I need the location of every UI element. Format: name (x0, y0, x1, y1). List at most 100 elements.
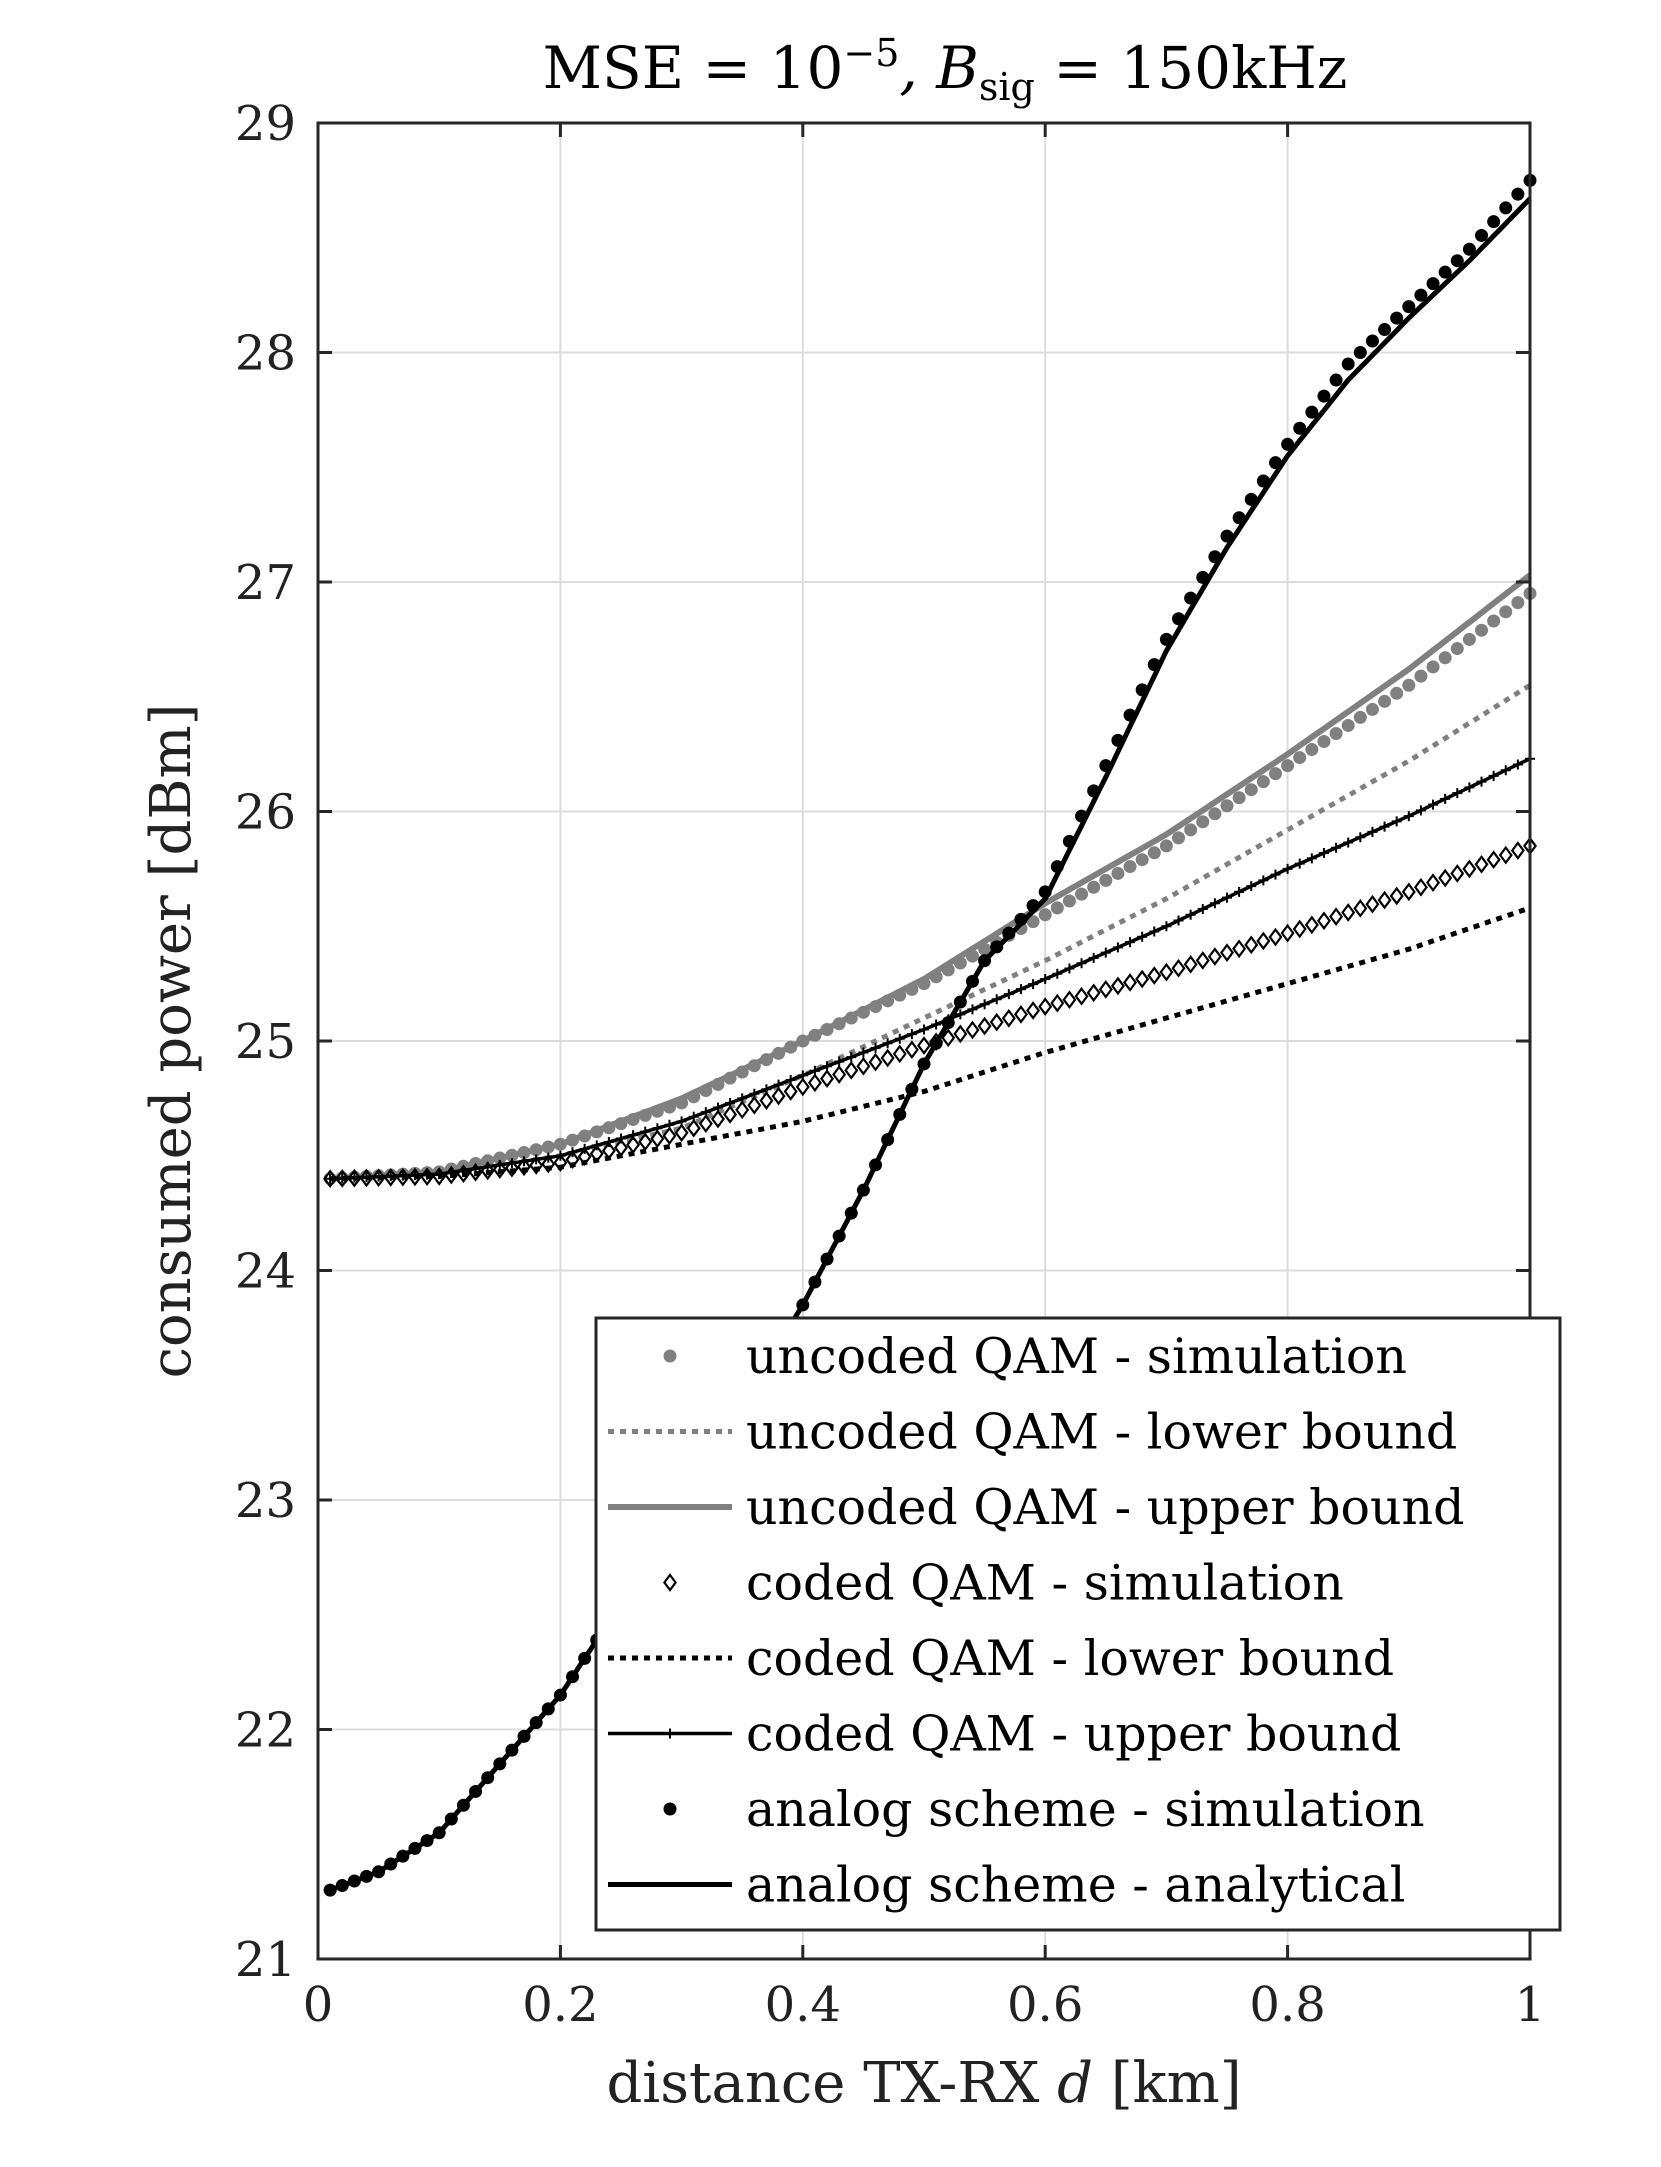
coded-qam-upper-bound-point (434, 1169, 445, 1180)
analog-scheme-simulation-point (1317, 389, 1331, 403)
x-tick-label: 1 (1515, 1977, 1546, 2033)
coded-qam-simulation-point (1001, 1008, 1016, 1028)
coded-qam-upper-bound-point (749, 1088, 760, 1099)
analog-scheme-simulation-point (1365, 334, 1379, 348)
coded-qam-simulation-point (747, 1095, 762, 1115)
coded-qam-upper-bound-point (470, 1163, 481, 1174)
uncoded-qam-lower-bound-line (329, 683, 1532, 1182)
y-tick-label: 26 (235, 785, 296, 841)
coded-qam-upper-bound-point (846, 1052, 857, 1063)
coded-qam-simulation-point (686, 1118, 701, 1138)
legend-label: coded QAM - upper bound (746, 1706, 1401, 1763)
coded-qam-simulation-point (1183, 955, 1198, 974)
uncoded-qam-simulation-point (1268, 767, 1282, 781)
coded-qam-upper-bound-point (1403, 811, 1414, 822)
analog-scheme-analytical-line (329, 196, 1532, 1893)
coded-qam-simulation-point (1098, 980, 1113, 999)
coded-qam-simulation-point (723, 1105, 738, 1124)
coded-qam-simulation-point (1135, 969, 1150, 989)
coded-qam-simulation-point (698, 1114, 713, 1133)
coded-qam-upper-bound-point (1318, 848, 1329, 859)
coded-qam-simulation-point (1510, 841, 1525, 860)
coded-qam-upper-bound-point (616, 1133, 626, 1144)
coded-qam-upper-bound-point (1464, 782, 1475, 793)
coded-qam-simulation-point (1474, 854, 1489, 874)
x-tick-label: 0.4 (765, 1977, 841, 2033)
uncoded-qam-simulation-point (1062, 894, 1076, 908)
coded-qam-upper-bound-point (506, 1158, 517, 1169)
uncoded-qam-simulation-point (1365, 702, 1379, 716)
coded-qam-upper-bound-point (834, 1056, 845, 1067)
uncoded-qam-simulation-point (1111, 866, 1125, 880)
uncoded-qam-simulation-point (1244, 783, 1258, 797)
analog-scheme-simulation-point (1438, 265, 1452, 279)
coded-qam-upper-bound-point (931, 1019, 942, 1030)
uncoded-qam-simulation-point (1305, 743, 1319, 757)
analog-scheme-simulation-point (1329, 373, 1343, 387)
coded-qam-simulation-point (1353, 899, 1368, 918)
coded-qam-upper-bound-point (543, 1152, 554, 1163)
y-tick-label: 25 (235, 1014, 296, 1070)
coded-qam-simulation-point (807, 1073, 822, 1093)
uncoded-qam-simulation-point (1159, 839, 1173, 853)
coded-qam-upper-bound-point (1209, 898, 1220, 909)
y-tick-label: 28 (235, 326, 296, 382)
coded-qam-upper-bound-point (385, 1171, 396, 1182)
coded-qam-upper-bound-line (330, 757, 1531, 1181)
coded-qam-simulation-point (674, 1123, 689, 1143)
coded-qam-simulation-point (662, 1126, 677, 1146)
uncoded-qam-simulation-point (1329, 726, 1343, 740)
uncoded-qam-simulation-point (1402, 678, 1416, 692)
coded-qam-upper-bound-point (567, 1147, 578, 1158)
x-tick-label: 0.8 (1249, 1977, 1325, 2033)
coded-qam-upper-bound-point (822, 1061, 833, 1072)
coded-qam-upper-bound-point (1415, 805, 1426, 816)
uncoded-qam-simulation-point (1511, 596, 1525, 610)
coded-qam-simulation-point (553, 1153, 568, 1172)
coded-qam-simulation-point (1244, 935, 1259, 955)
coded-qam-simulation-point (1038, 997, 1053, 1016)
coded-qam-upper-bound-point (991, 994, 1002, 1005)
analog-scheme-simulation-point (1475, 228, 1489, 242)
coded-qam-upper-bound-point (1452, 788, 1463, 799)
coded-qam-simulation-point (1147, 966, 1162, 985)
uncoded-qam-simulation-point (1147, 846, 1161, 860)
coded-qam-upper-bound-point (1125, 937, 1136, 948)
uncoded-qam-simulation-point (1172, 831, 1186, 845)
coded-qam-upper-bound-point (422, 1169, 433, 1180)
uncoded-qam-simulation-point (1099, 873, 1113, 887)
coded-qam-upper-bound-point (1246, 881, 1257, 892)
coded-qam-simulation-point (1050, 993, 1065, 1013)
uncoded-qam-simulation-point (1123, 860, 1137, 874)
coded-qam-simulation-point (1220, 943, 1235, 962)
uncoded-qam-simulation-point (1462, 632, 1476, 646)
series-coded-qam-upper-bound (325, 753, 1535, 1184)
coded-qam-simulation-point (917, 1036, 931, 1055)
uncoded-qam-simulation-point (1378, 694, 1392, 708)
coded-qam-simulation-point (1365, 894, 1380, 914)
coded-qam-upper-bound-point (1331, 842, 1342, 853)
legend-label: uncoded QAM - upper bound (746, 1479, 1464, 1536)
coded-qam-upper-bound-point (494, 1159, 505, 1170)
series-uncoded-qam-upper-bound (329, 572, 1532, 1182)
coded-qam-upper-bound-point (652, 1123, 663, 1134)
coded-qam-upper-bound-point (809, 1065, 820, 1076)
legend: uncoded QAM - simulation uncoded QAM - lo… (594, 1316, 1562, 1932)
coded-qam-upper-bound-point (325, 1173, 336, 1184)
coded-qam-simulation-point (759, 1091, 774, 1111)
legend-coded-qam-simulation-point (663, 1573, 677, 1592)
coded-qam-simulation-point (1426, 873, 1441, 892)
coded-qam-upper-bound-point (1306, 853, 1317, 864)
coded-qam-simulation-point (820, 1069, 835, 1088)
coded-qam-simulation-point (735, 1100, 750, 1120)
coded-qam-simulation-point (529, 1156, 544, 1175)
legend-label: analog scheme - simulation (746, 1781, 1425, 1838)
coded-qam-upper-bound-point (446, 1167, 457, 1178)
coded-qam-upper-bound-point (397, 1170, 408, 1181)
coded-qam-upper-bound-point (858, 1047, 869, 1058)
coded-qam-simulation-point (1329, 907, 1344, 926)
analog-scheme-simulation-point (1426, 277, 1440, 291)
coded-qam-simulation-point (832, 1065, 847, 1084)
coded-qam-upper-bound-point (1282, 863, 1293, 874)
